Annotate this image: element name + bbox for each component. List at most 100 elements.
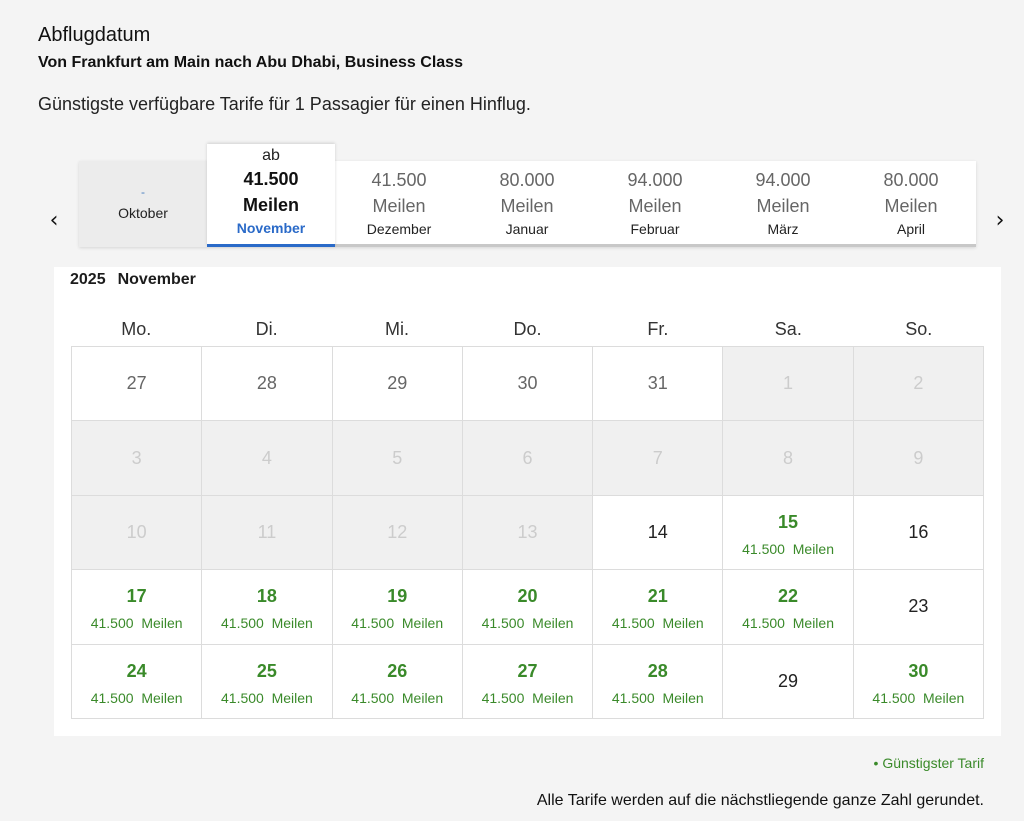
day-number: 19 (387, 586, 408, 607)
calendar-day-cell[interactable]: 20 41.500 Meilen (462, 570, 594, 645)
day-number: 17 (126, 586, 147, 607)
weekday-label: Di. (255, 319, 278, 339)
month-price: 41.500 Meilen (335, 167, 463, 219)
day-fare: 41.500 Meilen (742, 540, 834, 557)
month-name: Oktober (118, 205, 168, 221)
calendar-day-cell[interactable]: 16 (853, 495, 984, 571)
day-number: 8 (783, 447, 794, 468)
day-number: 18 (256, 586, 277, 607)
calendar-day-cell[interactable]: 30 41.500 Meilen (853, 644, 984, 719)
calendar-day-cell: 27 (72, 347, 203, 422)
month-price-value: 41.500 (371, 170, 427, 190)
month-price-value: 41.500 (243, 169, 299, 189)
day-number: 29 (387, 373, 408, 394)
calendar-day-cell: 11 (202, 495, 333, 571)
day-fare: 41.500 Meilen (351, 689, 444, 706)
chevron-right-icon: › (995, 208, 1005, 233)
day-number: 20 (517, 586, 538, 607)
day-fare: 41.500 Meilen (221, 615, 313, 632)
month-price: 80.000 Meilen (847, 167, 975, 219)
month-tab-dezember[interactable]: 41.500 Meilen Dezember (335, 161, 463, 247)
month-price: - (141, 185, 145, 199)
day-number: 28 (647, 660, 668, 681)
calendar-day-cell: 13 (462, 495, 594, 571)
month-tab-februar[interactable]: 94.000 Meilen Februar (591, 161, 719, 247)
day-fare: 41.500 Meilen (90, 615, 183, 632)
month-price-unit: Meilen (756, 196, 810, 216)
month-name: März (767, 221, 799, 237)
day-fare: 41.500 Meilen (611, 689, 704, 706)
calendar-day-cell[interactable]: 29 (723, 644, 854, 719)
month-tab-oktober: - Oktober (79, 161, 207, 247)
month-tab-januar[interactable]: 80.000 Meilen Januar (463, 161, 591, 247)
day-number: 6 (522, 447, 533, 468)
day-number: 7 (652, 447, 663, 468)
prev-month-button[interactable]: ‹ (40, 206, 68, 236)
calendar-day-cell[interactable]: 27 41.500 Meilen (462, 644, 594, 719)
day-number: 16 (908, 521, 929, 542)
calendar-day-cell[interactable]: 15 41.500 Meilen (723, 495, 854, 571)
calendar-card: 2025 November Mo. Di. Mi. Do. Fr. Sa. So. 27 28 2… (54, 267, 1001, 736)
day-fare: 41.500 Meilen (611, 615, 704, 632)
calendar-day-cell[interactable]: 26 41.500 Meilen (332, 644, 463, 719)
calendar-day-cell[interactable]: 18 41.500 Meilen (202, 570, 333, 645)
month-price: 94.000 Meilen (591, 167, 719, 219)
day-number: 5 (392, 447, 403, 468)
month-price-unit: Meilen (372, 196, 426, 216)
day-number: 25 (256, 660, 277, 681)
calendar-month: November (117, 271, 196, 288)
calendar-day-cell[interactable]: 19 41.500 Meilen (332, 570, 463, 645)
month-strip: - Oktober ab 41.500 Meilen November 41.500 Meil… (79, 144, 976, 247)
day-number: 2 (913, 373, 924, 394)
day-number: 9 (913, 447, 924, 468)
calendar-day-cell: 2 (853, 347, 984, 422)
day-number: 10 (126, 521, 147, 542)
day-number: 3 (131, 447, 142, 468)
month-name: April (896, 221, 925, 237)
calendar-day-cell: 1 (723, 347, 854, 422)
calendar-day-cell[interactable]: 21 41.500 Meilen (593, 570, 724, 645)
month-name: November (236, 220, 306, 236)
month-tab-april[interactable]: 80.000 Meilen April (847, 161, 975, 247)
day-number: 30 (517, 373, 538, 394)
month-price-value: 94.000 (755, 170, 811, 190)
day-fare: 41.500 Meilen (742, 615, 834, 632)
month-price-value: 80.000 (499, 170, 555, 190)
calendar-heading: 2025 November (70, 271, 196, 289)
calendar-day-cell[interactable]: 28 41.500 Meilen (593, 644, 724, 719)
month-price-unit: Meilen (500, 196, 554, 216)
next-month-button[interactable]: › (986, 206, 1014, 236)
month-name: Dezember (366, 221, 432, 237)
calendar-day-cell[interactable]: 14 (593, 495, 724, 571)
rounding-note: Alle Tarife werden auf die nächstliegend… (536, 792, 984, 809)
weekday-header: Mo. Di. Mi. Do. Fr. Sa. So. (71, 319, 984, 341)
day-number: 27 (517, 660, 538, 681)
calendar-day-cell[interactable]: 24 41.500 Meilen (72, 644, 203, 719)
day-number: 28 (256, 373, 277, 394)
day-number: 29 (778, 670, 799, 691)
calendar-day-cell[interactable]: 25 41.500 Meilen (202, 644, 333, 719)
calendar-year: 2025 (70, 271, 106, 288)
month-price: 80.000 Meilen (463, 167, 591, 219)
calendar-day-cell[interactable]: 22 41.500 Meilen (723, 570, 854, 645)
day-fare: 41.500 Meilen (481, 615, 574, 632)
day-number: 11 (257, 521, 277, 542)
day-number: 24 (126, 660, 147, 681)
weekday-label: Sa. (774, 319, 802, 339)
calendar-day-cell: 29 (332, 347, 463, 422)
weekday-label: Mo. (121, 319, 152, 339)
calendar-day-cell[interactable]: 23 (853, 570, 984, 645)
calendar-day-cell: 6 (462, 421, 594, 496)
cheapest-fare-legend: • Günstigster Tarif (873, 755, 984, 771)
calendar-day-cell[interactable]: 17 41.500 Meilen (72, 570, 203, 645)
month-tab-november[interactable]: ab 41.500 Meilen November (207, 144, 335, 247)
weekday-label: So. (905, 319, 933, 339)
calendar-day-cell: 4 (202, 421, 333, 496)
month-price-unit: Meilen (628, 196, 682, 216)
calendar-day-cell: 10 (72, 495, 203, 571)
month-price: 41.500 Meilen (207, 166, 335, 218)
month-price-prefix: ab (262, 147, 280, 164)
month-tab-märz[interactable]: 94.000 Meilen März (719, 161, 847, 247)
day-fare: 41.500 Meilen (90, 689, 183, 706)
weekday-label: Mi. (385, 319, 410, 339)
